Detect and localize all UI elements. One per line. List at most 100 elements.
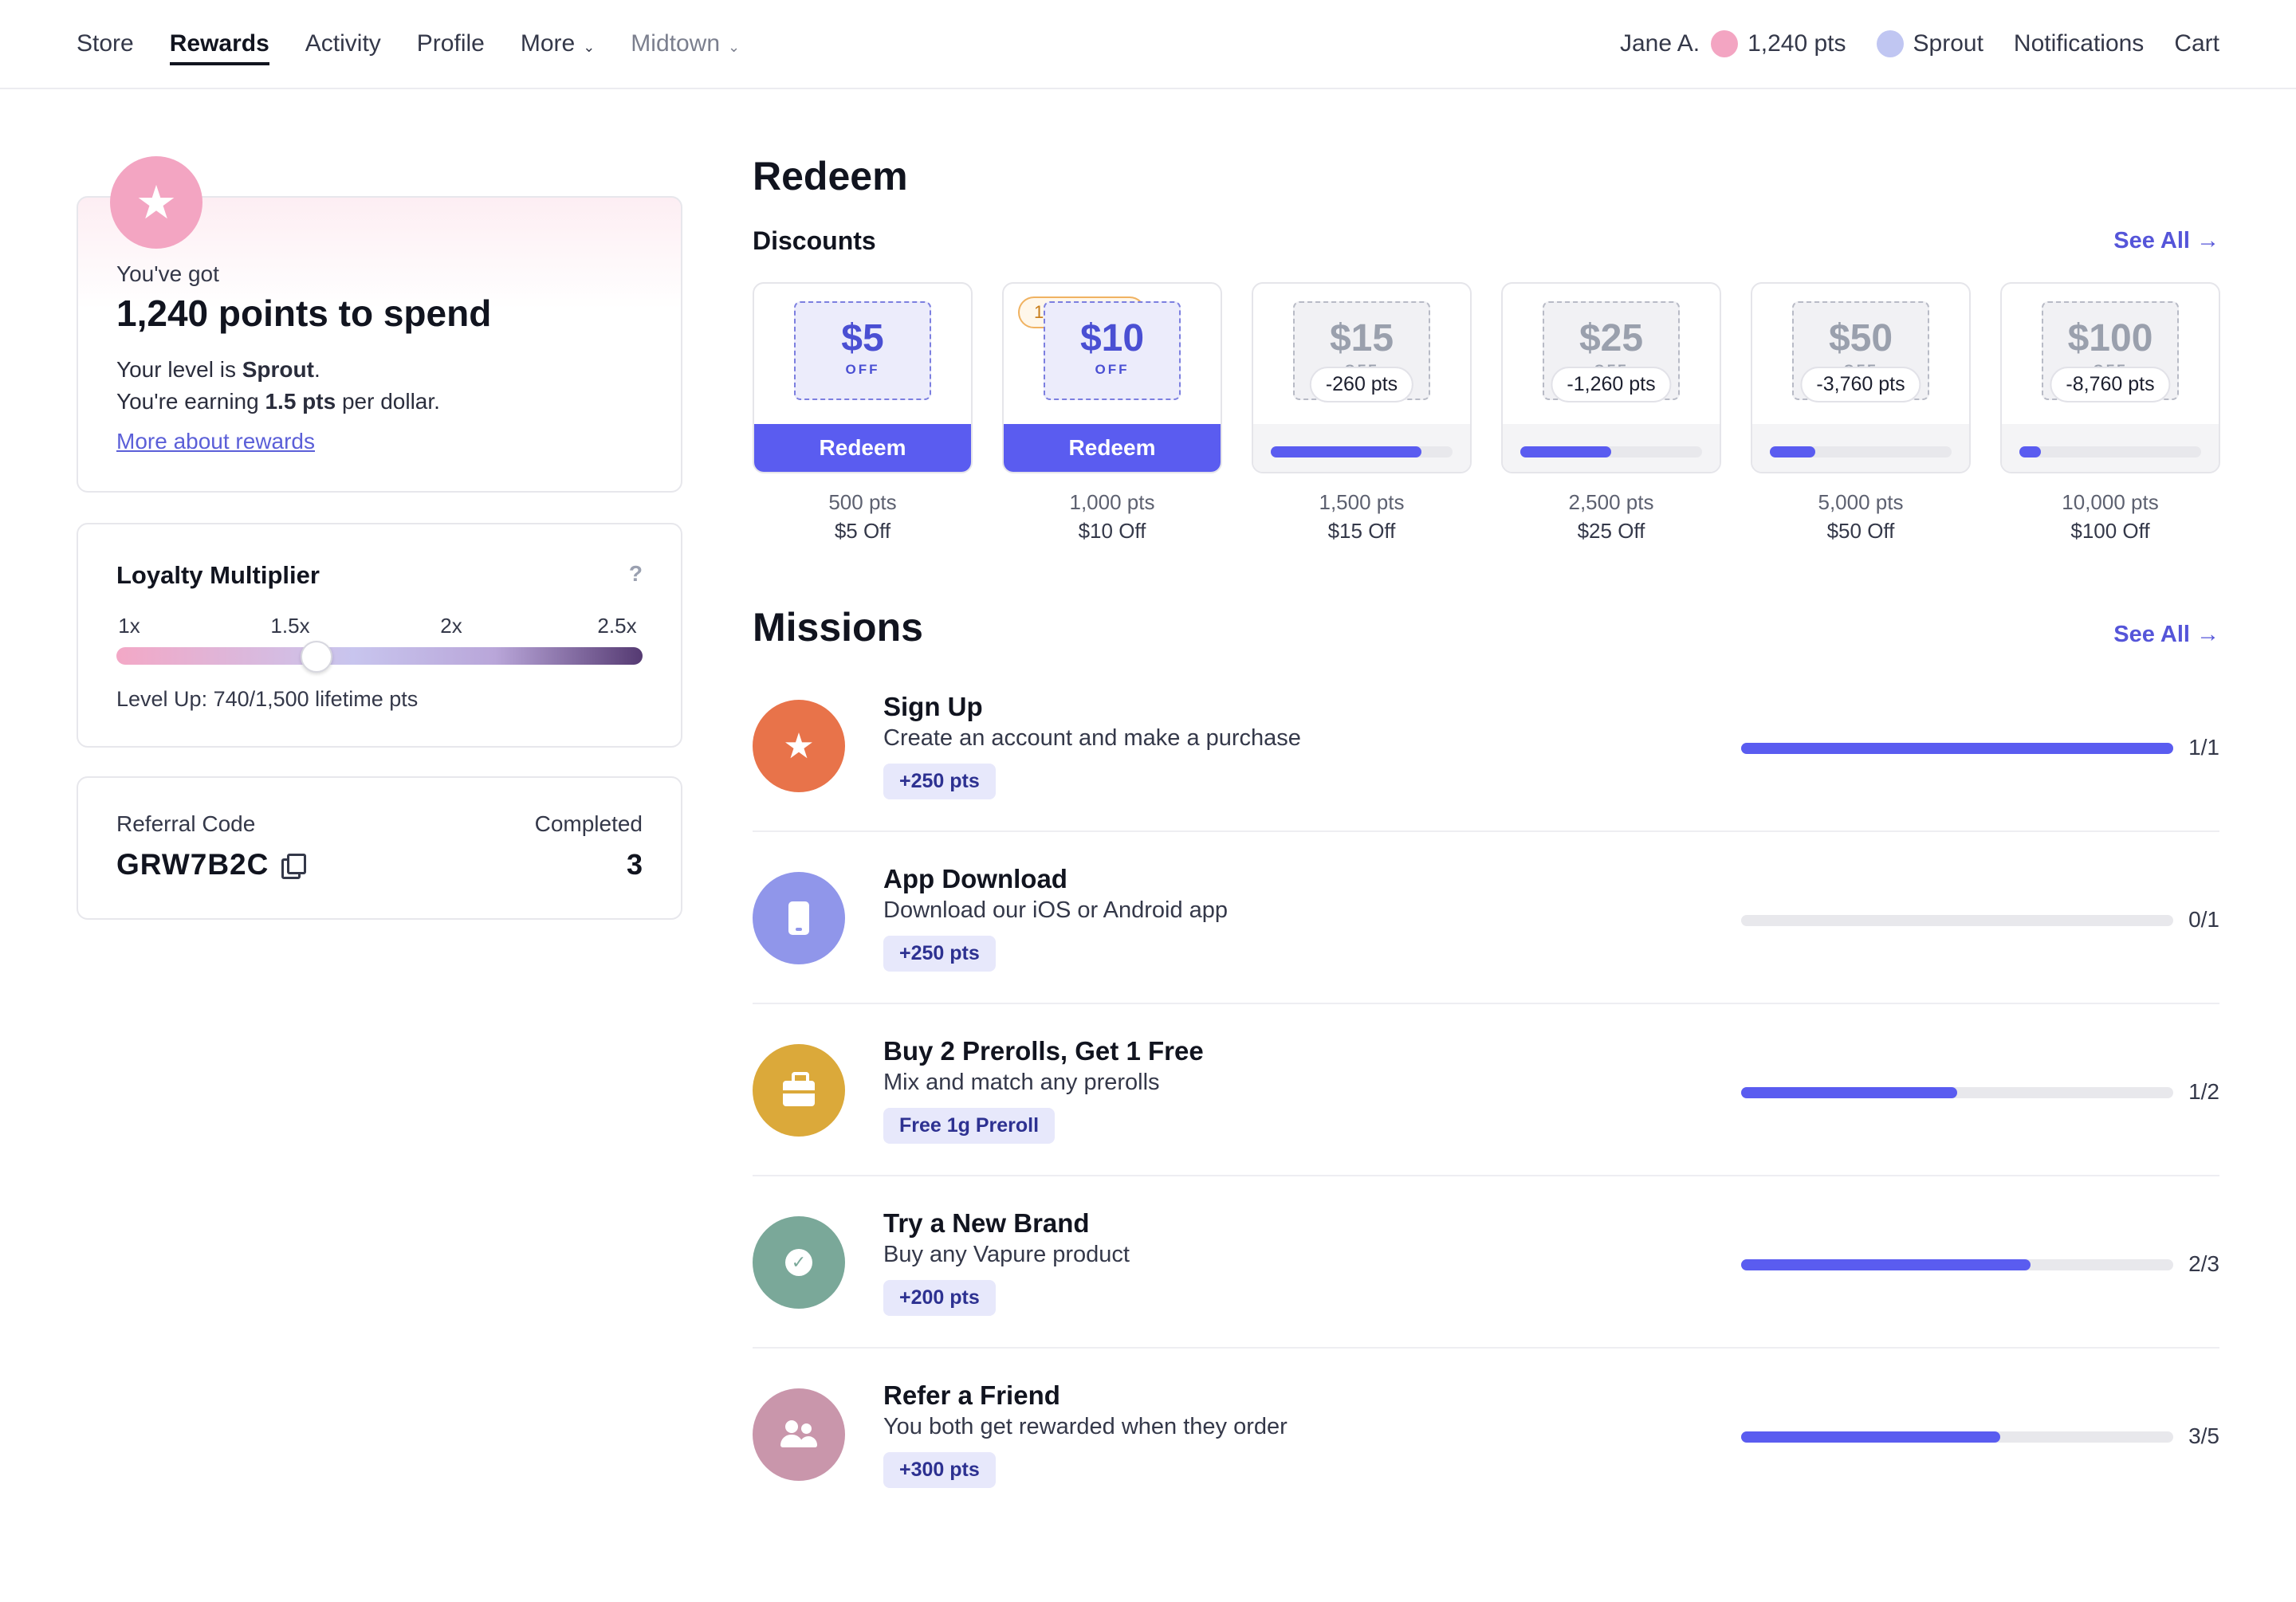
more-about-rewards-link[interactable]: More about rewards — [116, 429, 316, 454]
multiplier-ticks: 1x 1.5x 2x 2.5x — [116, 614, 643, 646]
discounts-heading: Discounts — [753, 226, 876, 255]
chevron-down-icon: ⌄ — [583, 38, 596, 55]
copy-icon[interactable] — [281, 854, 307, 879]
user-level[interactable]: Sprout — [1876, 30, 1983, 57]
mission-row[interactable]: Refer a Friend You both get rewarded whe… — [753, 1349, 2219, 1521]
mission-row[interactable]: App Download Download our iOS or Android… — [753, 832, 2219, 1004]
discount-points: 1,500 pts — [1319, 490, 1405, 514]
redeem-button[interactable]: Redeem — [1004, 424, 1221, 472]
coupon-amount: $15 — [1329, 317, 1394, 359]
user-points: 1,240 pts — [1748, 30, 1846, 57]
discount-name: $5 Off — [834, 519, 891, 543]
nav-left: Store Rewards Activity Profile More ⌄ Mid… — [77, 30, 776, 65]
tick-label: 1.5x — [270, 614, 310, 638]
discount-meta: 500 pts $5 Off — [753, 488, 973, 545]
mission-title: Sign Up — [883, 692, 983, 721]
level-name: Sprout — [242, 357, 314, 382]
mission-row[interactable]: ★ Sign Up Create an account and make a p… — [753, 660, 2219, 832]
missions-see-all-link[interactable]: See All → — [2113, 622, 2219, 647]
nav-profile[interactable]: Profile — [417, 30, 485, 57]
tick-label: 2x — [440, 614, 462, 638]
nav-activity-label: Activity — [305, 30, 381, 57]
check-shape: ✓ — [785, 1249, 812, 1276]
earning-prefix: You're earning — [116, 389, 265, 414]
mission-title: Try a New Brand — [883, 1208, 1090, 1238]
discount-name: $50 Off — [1826, 519, 1895, 543]
level-line: Your level is Sprout. — [116, 354, 440, 386]
points-headline: 1,240 points to spend — [116, 293, 492, 334]
level-dot-icon — [1876, 30, 1904, 57]
discount-name: $15 Off — [1327, 519, 1396, 543]
discount-progress-fill — [1770, 446, 1815, 457]
discount-card[interactable]: 1 $10 OFF Redeem — [1002, 282, 1222, 473]
discount-progress-fill — [2019, 446, 2042, 457]
coupon-amount: $5 — [841, 317, 884, 359]
referral-card: Referral Code GRW7B2C Completed 3 — [77, 776, 682, 920]
mission-progress-bar — [1741, 915, 2173, 926]
points-card: You've got 1,240 points to spend Your le… — [77, 196, 682, 493]
redeem-button[interactable]: Redeem — [754, 424, 971, 472]
nav-cart[interactable]: Cart — [2174, 30, 2219, 57]
multiplier-knob[interactable] — [300, 641, 332, 673]
discount-points: 10,000 pts — [2062, 490, 2159, 514]
phone-shape — [788, 901, 809, 935]
coupon-off: OFF — [845, 362, 880, 377]
discount-name: $10 Off — [1078, 519, 1146, 543]
multiplier-title: Loyalty Multiplier — [116, 561, 320, 589]
check-icon: ✓ — [753, 1216, 845, 1309]
discount-progress-bar — [1271, 446, 1453, 457]
mission-reward-badge: Free 1g Preroll — [883, 1108, 1056, 1144]
discount-card: $50 OFF -3,760 pts — [1751, 282, 1971, 473]
discount-meta: 1,500 pts $15 Off — [1252, 488, 1472, 545]
discounts-row: $5 OFF Redeem 500 pts $5 Off 1 $10 OFF Red… — [753, 282, 2220, 553]
earning-line: You're earning 1.5 pts per dollar. — [116, 386, 440, 418]
level-suffix: . — [313, 357, 320, 382]
nav-notifications[interactable]: Notifications — [2014, 30, 2144, 57]
nav-more-dropdown[interactable]: More ⌄ — [521, 30, 595, 57]
store-location-label: Midtown — [631, 30, 721, 57]
mission-reward-badge: +250 pts — [883, 764, 996, 799]
mission-count: 1/2 — [2188, 1079, 2219, 1104]
star-icon: ★ — [110, 156, 202, 249]
mission-progress-fill — [1741, 1087, 1957, 1098]
mission-progress-bar — [1741, 743, 2173, 754]
nav-profile-label: Profile — [416, 30, 485, 57]
level-up-progress: Level Up: 740/1,500 lifetime pts — [116, 687, 419, 711]
earning-suffix: per dollar. — [336, 389, 440, 414]
coupon-amount: $10 — [1079, 317, 1145, 359]
mission-title: Buy 2 Prerolls, Get 1 Free — [883, 1036, 1204, 1066]
nav-activity[interactable]: Activity — [305, 30, 381, 57]
discount-meta: 1,000 pts $10 Off — [1002, 488, 1222, 545]
discount-points: 500 pts — [828, 490, 897, 514]
mission-count: 2/3 — [2188, 1251, 2219, 1276]
star-icon: ★ — [753, 700, 845, 792]
mission-reward-badge: +300 pts — [883, 1452, 996, 1488]
nav-rewards[interactable]: Rewards — [169, 30, 269, 65]
discount-card[interactable]: $5 OFF Redeem — [753, 282, 973, 473]
help-icon[interactable]: ? — [628, 561, 643, 586]
user-account[interactable]: Jane A. 1,240 pts — [1620, 30, 1846, 57]
mission-row[interactable]: Buy 2 Prerolls, Get 1 Free Mix and match… — [753, 1004, 2219, 1176]
referral-code-label: Referral Code — [116, 811, 256, 836]
mission-reward-badge: +250 pts — [883, 936, 996, 972]
nav-cart-label: Cart — [2174, 30, 2219, 57]
user-level-label: Sprout — [1913, 30, 1983, 57]
nav-store[interactable]: Store — [77, 30, 134, 57]
discount-points: 1,000 pts — [1069, 490, 1155, 514]
points-needed-pill: -1,260 pts — [1551, 367, 1672, 402]
store-location-dropdown[interactable]: Midtown ⌄ — [631, 30, 740, 57]
points-needed-pill: -3,760 pts — [1800, 367, 1921, 402]
completed-label: Completed — [534, 811, 643, 836]
discount-name: $100 Off — [2070, 519, 2150, 543]
earning-rate: 1.5 pts — [265, 389, 336, 414]
points-needed-pill: -260 pts — [1309, 367, 1414, 402]
mission-reward-badge: +200 pts — [883, 1280, 996, 1316]
bag-shape — [783, 1072, 815, 1106]
mission-progress-bar — [1741, 1087, 2173, 1098]
missions-heading: Missions — [753, 605, 923, 650]
coupon-graphic: $5 OFF — [794, 301, 931, 400]
discount-meta: 2,500 pts $25 Off — [1501, 488, 1721, 545]
mission-row[interactable]: ✓ Try a New Brand Buy any Vapure product… — [753, 1176, 2219, 1349]
discounts-see-all-link[interactable]: See All → — [2113, 228, 2219, 253]
completed-count: 3 — [626, 848, 643, 881]
